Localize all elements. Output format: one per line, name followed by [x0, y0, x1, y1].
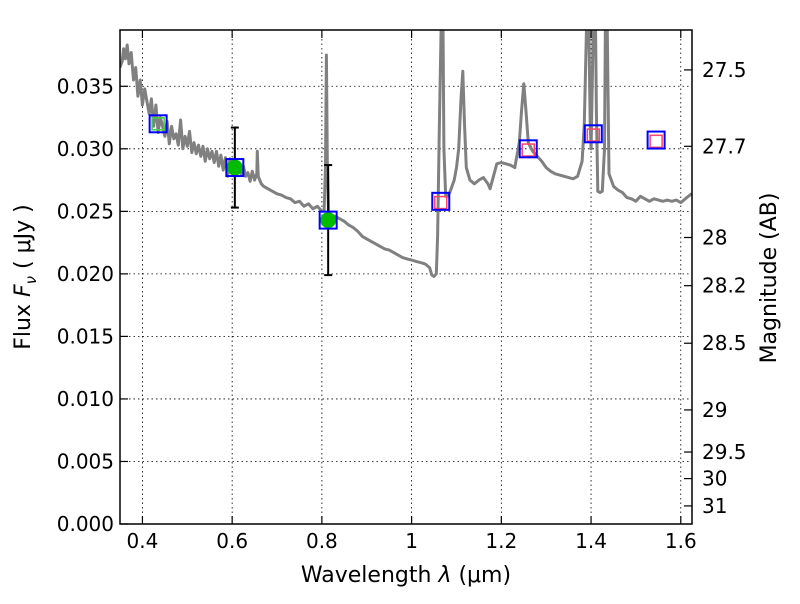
mag-tick-label: 31	[702, 494, 727, 518]
axis-ticks: 0.4 0.6 0.8 1 1.2 1.4 1.6 0.000 0.005 0.010 0.015 0…	[57, 30, 747, 553]
x-axis-title: Wavelength λ (μm)	[301, 563, 511, 588]
weak-detection-point	[151, 117, 165, 131]
model-band-flux-point	[225, 158, 245, 178]
detection-point	[320, 212, 337, 229]
model-band-flux-point	[646, 130, 666, 150]
upper-limit-point	[434, 195, 448, 210]
mag-tick-label: 28.5	[702, 331, 747, 355]
upper-limit-point	[586, 128, 601, 142]
model-band-flux-point	[318, 210, 338, 230]
mag-tick-label: 28.2	[702, 274, 747, 298]
model-spectrum-line	[120, 30, 692, 278]
x-tick-label: 1.2	[485, 529, 517, 553]
mag-tick-label: 29	[702, 398, 727, 422]
y-tick-label: 0.000	[57, 512, 114, 536]
y-tick-label: 0.015	[57, 324, 114, 348]
mag-tick-label: 28	[702, 225, 727, 249]
y2-axis-title: Magnitude (AB)	[757, 193, 782, 364]
model-band-flux-point	[148, 114, 168, 134]
x-tick-label: 0.6	[216, 529, 248, 553]
y-tick-label: 0.035	[57, 74, 114, 98]
mag-tick-label: 30	[702, 467, 727, 491]
detection-point	[226, 159, 243, 176]
y-tick-label: 0.030	[57, 137, 114, 161]
x-tick-label: 0.4	[127, 529, 159, 553]
y-axis-title: Flux Fν ( μJy )	[11, 204, 40, 349]
mag-tick-label: 27.5	[702, 58, 747, 82]
y-tick-label: 0.005	[57, 449, 114, 473]
x-tick-label: 1.6	[665, 529, 697, 553]
plot-frame	[119, 29, 693, 525]
model-band-flux-point	[583, 124, 603, 144]
y-tick-label: 0.020	[57, 262, 114, 286]
mag-tick-label: 29.5	[702, 440, 747, 464]
model-band-flux-point	[518, 139, 538, 159]
upper-limit-point	[521, 143, 536, 157]
x-tick-label: 0.8	[306, 529, 338, 553]
upper-limit-point	[649, 134, 663, 149]
model-band-flux-point	[431, 191, 451, 211]
x-tick-label: 1	[405, 529, 418, 553]
x-tick-label: 1.4	[575, 529, 607, 553]
y-tick-label: 0.025	[57, 199, 114, 223]
y-tick-label: 0.010	[57, 387, 114, 411]
series-layer	[120, 30, 692, 278]
mag-tick-label: 27.7	[702, 134, 747, 158]
